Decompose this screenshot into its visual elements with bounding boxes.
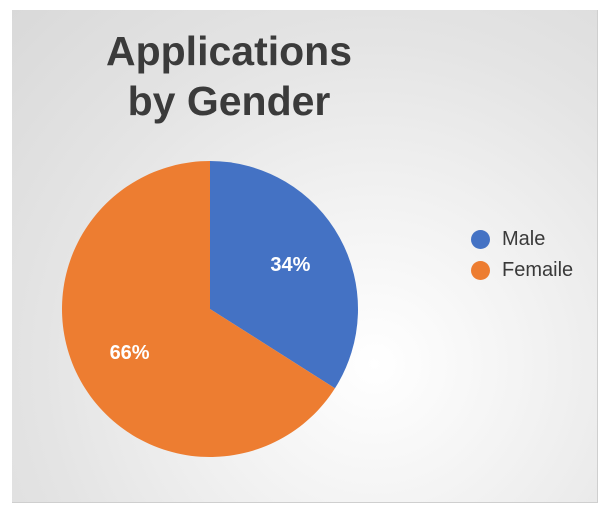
pie-slices <box>62 161 358 457</box>
chart-legend: Male Femaile <box>471 224 573 286</box>
chart-title-line-2: by Gender <box>127 78 331 124</box>
legend-label-male: Male <box>502 228 546 250</box>
chart-title-line-1: Applications <box>105 28 353 74</box>
legend-swatch-male <box>471 230 490 249</box>
data-label-male: 34% <box>270 254 310 276</box>
pie-slice-male <box>210 161 358 389</box>
chart-title: Applications by Gender <box>74 26 384 126</box>
data-label-femaile: 66% <box>110 342 150 364</box>
pie-slice-femaile <box>62 161 335 457</box>
legend-swatch-femaile <box>471 261 490 280</box>
legend-item-femaile: Femaile <box>471 255 573 286</box>
legend-item-male: Male <box>471 224 573 255</box>
chart-card: Applications by Gender 34% 66% Male Femai… <box>12 10 598 503</box>
legend-label-femaile: Femaile <box>502 259 574 281</box>
pie-chart: 34% 66% <box>62 161 358 457</box>
pie-data-labels: 34% 66% <box>110 254 311 364</box>
